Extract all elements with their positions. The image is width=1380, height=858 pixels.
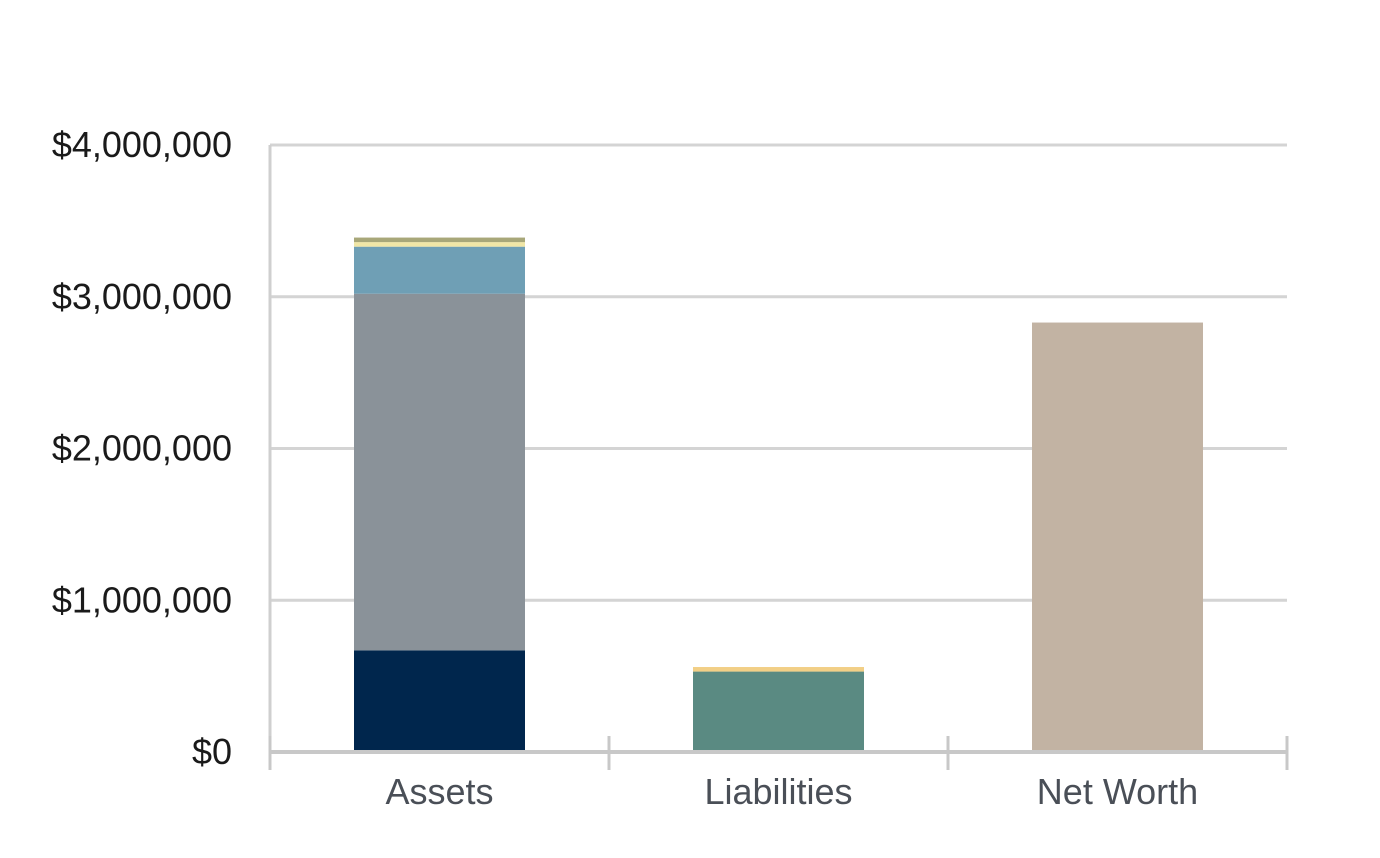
x-category-label: Liabilities	[704, 771, 852, 812]
bar-segment-liabilities	[693, 671, 864, 752]
y-tick-label: $4,000,000	[52, 124, 232, 165]
labels: $0 $1,000,000 $2,000,000 $3,000,000 $4,000,0…	[52, 124, 1198, 812]
bar-segment-assets	[354, 293, 525, 651]
y-tick-label: $0	[192, 731, 232, 772]
bar-segment-assets	[354, 650, 525, 752]
bar-segment-net-worth	[1032, 322, 1203, 752]
y-tick-label: $2,000,000	[52, 428, 232, 469]
x-category-label: Assets	[385, 771, 493, 812]
bar-segment-assets	[354, 237, 525, 243]
y-tick-label: $1,000,000	[52, 579, 232, 620]
axes	[268, 145, 1289, 770]
bar-segment-assets	[354, 246, 525, 294]
bar-segment-assets	[354, 242, 525, 247]
bars	[354, 237, 1203, 752]
bar-segment-liabilities	[693, 667, 864, 672]
x-category-label: Net Worth	[1037, 771, 1198, 812]
y-tick-label: $3,000,000	[52, 276, 232, 317]
